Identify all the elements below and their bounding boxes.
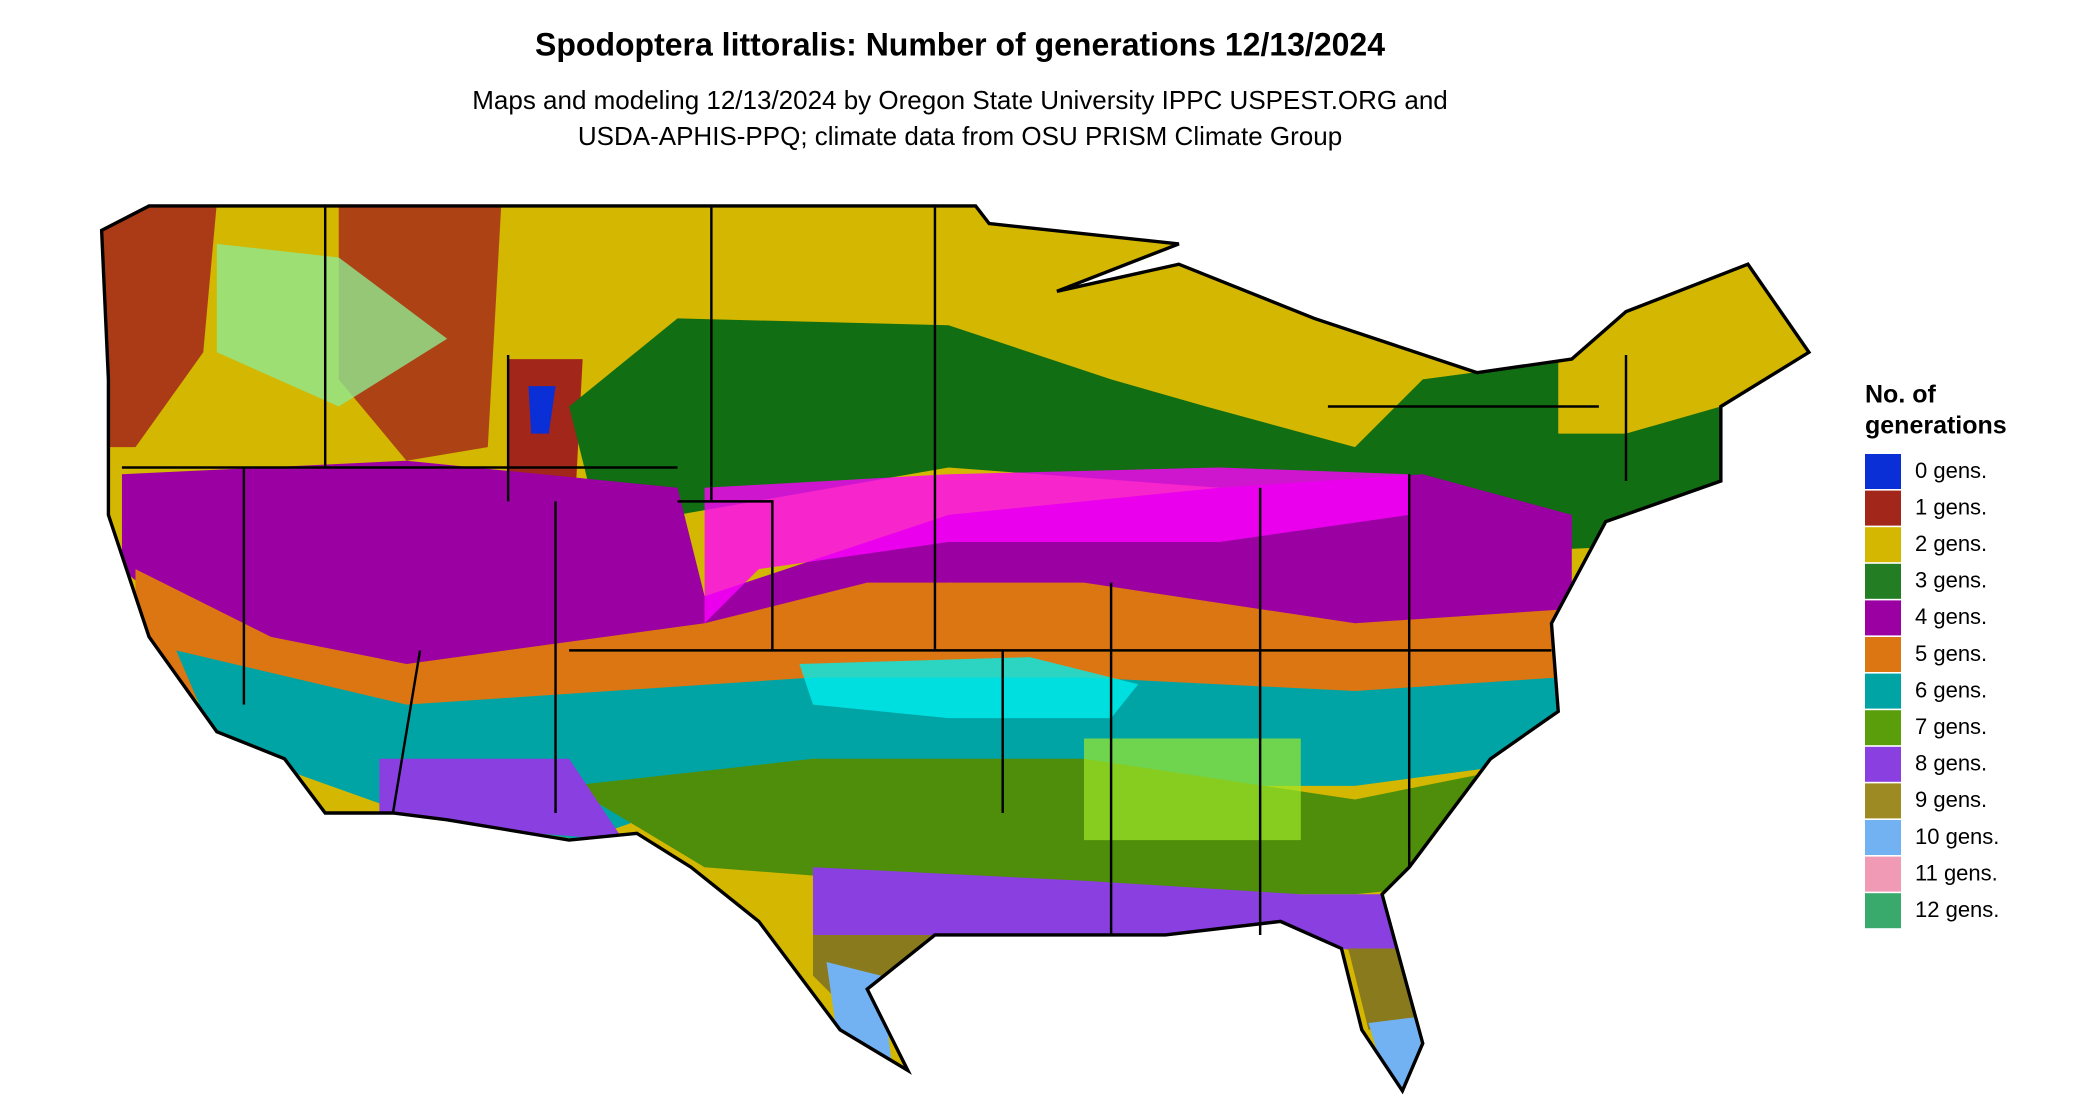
legend-label: 0 gens. [1915, 458, 1987, 483]
legend-swatch [1865, 637, 1901, 672]
legend-swatch [1865, 783, 1901, 819]
legend-swatch [1865, 893, 1901, 929]
legend-label: 11 gens. [1915, 860, 1998, 885]
legend: 0 gens. 1 gens. 2 gens. 3 gens. 4 gens. 5 gen… [1865, 454, 1999, 929]
legend-swatch [1865, 673, 1901, 709]
legend-label: 5 gens. [1915, 641, 1987, 666]
legend-label: 8 gens. [1915, 751, 1987, 776]
legend-label: 1 gens. [1915, 494, 1987, 519]
legend-swatch [1865, 600, 1901, 636]
map [99, 204, 1812, 1095]
legend-label: 10 gens. [1915, 824, 1999, 849]
legend-label: 7 gens. [1915, 714, 1987, 739]
legend-swatch [1865, 710, 1901, 746]
legend-swatch [1865, 746, 1901, 782]
legend-title: generations [1865, 412, 2007, 440]
legend-label: 4 gens. [1915, 604, 1987, 629]
legend-swatch [1865, 454, 1901, 489]
legend-swatch [1865, 856, 1901, 892]
legend-label: 3 gens. [1915, 568, 1987, 593]
legend-swatch [1865, 820, 1901, 855]
legend-label: 2 gens. [1915, 531, 1987, 556]
legend-label: 9 gens. [1915, 787, 1987, 812]
legend-swatch [1865, 563, 1901, 599]
legend-label: 6 gens. [1915, 677, 1987, 702]
title: Spodoptera littoralis: Number of generat… [535, 26, 1385, 62]
subtitle: Maps and modeling 12/13/2024 by Oregon S… [472, 85, 1448, 115]
legend-swatch [1865, 527, 1901, 563]
legend-title: No. of [1865, 381, 1936, 409]
legend-label: 12 gens. [1915, 897, 1999, 922]
legend-swatch [1865, 490, 1901, 526]
subtitle: USDA-APHIS-PPQ; climate data from OSU PR… [578, 121, 1342, 151]
